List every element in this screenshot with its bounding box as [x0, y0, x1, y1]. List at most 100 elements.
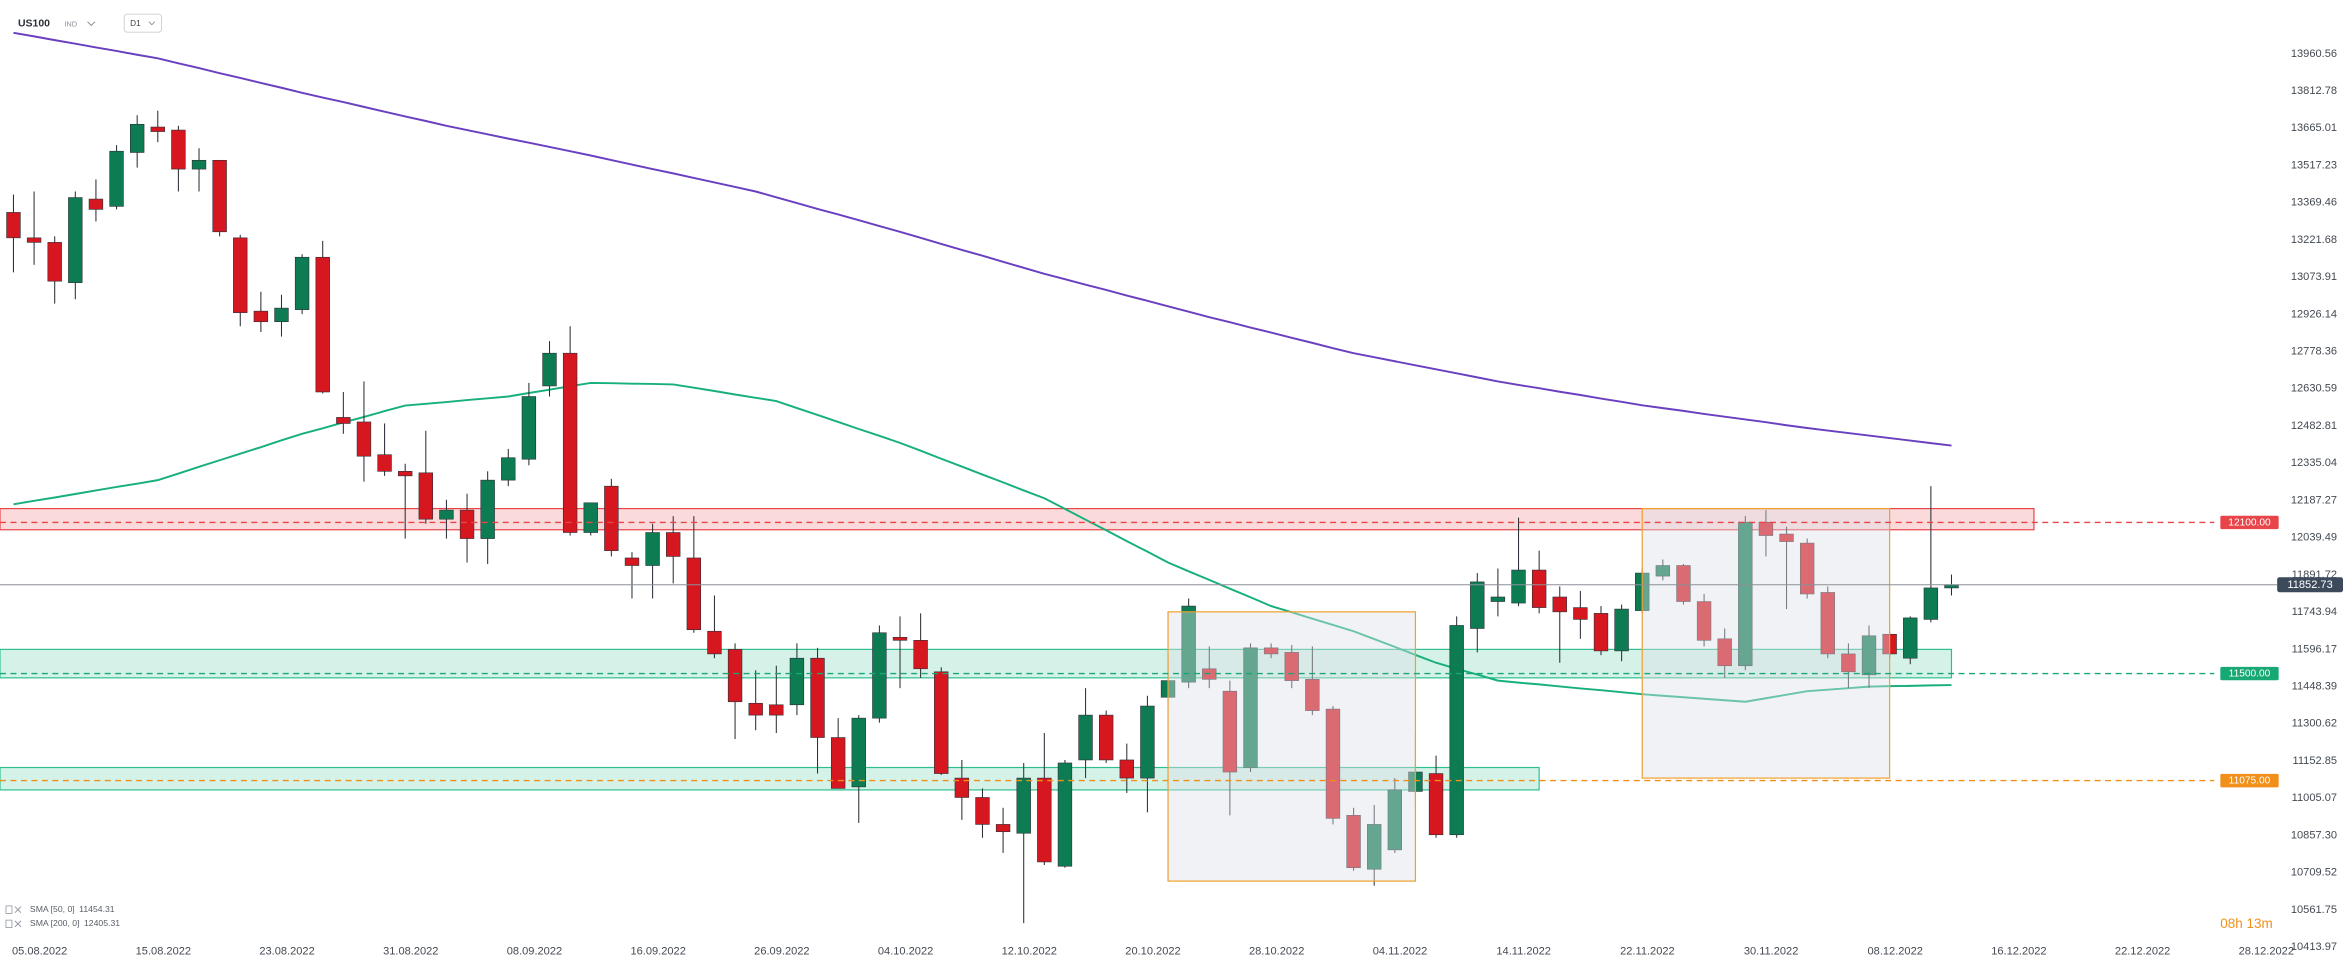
- candle-body: [356, 421, 372, 457]
- legend-toggle[interactable]: [14, 906, 22, 913]
- x-tick-label: 28.12.2022: [2239, 945, 2294, 957]
- y-tick-label: 11596.17: [2292, 643, 2337, 655]
- legend-name: SMA [50, 0]: [30, 904, 75, 914]
- candle-body: [707, 630, 722, 655]
- y-tick-label: 13517.23: [2291, 159, 2337, 171]
- level-label: 12100.00: [2228, 518, 2271, 529]
- candle-body: [109, 150, 124, 207]
- candle-body: [975, 797, 990, 825]
- sma-line: [13, 31, 1952, 447]
- legend-toggle[interactable]: [14, 920, 22, 928]
- zone: [0, 507, 2035, 531]
- x-tick-label: 04.11.2022: [1373, 945, 1428, 957]
- x-tick-label: 14.11.2022: [1496, 945, 1551, 957]
- x-tick-label: 22.11.2022: [1620, 945, 1675, 957]
- y-tick-label: 10413.97: [2291, 941, 2337, 953]
- y-tick-label: 11005.07: [2292, 792, 2337, 804]
- candle-body: [624, 557, 640, 566]
- y-tick-label: 10857.30: [2291, 829, 2337, 841]
- candle-body: [830, 737, 846, 789]
- candle-body: [1140, 705, 1155, 779]
- candle-body: [294, 256, 310, 310]
- candle-body: [1346, 815, 1361, 869]
- y-tick-label: 13812.78: [2291, 85, 2337, 97]
- y-tick-label: 13665.01: [2291, 122, 2337, 134]
- candle-body: [336, 417, 351, 424]
- current-price-label: 11852.73: [2287, 579, 2332, 591]
- candle-body: [1037, 777, 1052, 863]
- candle-body: [1119, 759, 1134, 779]
- candle-body: [1367, 824, 1382, 870]
- level-label: 11500.00: [2229, 669, 2271, 680]
- level-label: 11075.00: [2229, 776, 2271, 787]
- y-tick-label: 12926.14: [2291, 308, 2337, 320]
- candle-body: [1861, 635, 1877, 676]
- market: IND: [64, 20, 77, 29]
- candle-body: [727, 649, 743, 703]
- legend-value: 12405.31: [84, 918, 120, 928]
- candle-body: [913, 640, 928, 670]
- candle-body: [1676, 565, 1691, 602]
- sma-line: [13, 381, 1952, 703]
- current-price-bg: [2277, 577, 2344, 593]
- candle-body: [6, 212, 21, 239]
- range-box: [1641, 507, 1891, 779]
- candle-body: [459, 509, 475, 539]
- candle-body: [501, 457, 516, 481]
- candle-body: [171, 129, 186, 170]
- y-tick-label: 10561.75: [2291, 904, 2337, 916]
- x-tick-label: 30.11.2022: [1744, 945, 1799, 957]
- x-tick-label: 31.08.2022: [383, 945, 438, 957]
- candle-body: [1428, 773, 1444, 836]
- candle-body: [1903, 617, 1918, 659]
- candle-body: [1511, 569, 1526, 604]
- candle-body: [583, 502, 598, 533]
- candle-body: [1614, 608, 1629, 652]
- candle-body: [212, 159, 227, 233]
- timeframe-button[interactable]: [123, 13, 163, 33]
- candle-body: [253, 310, 269, 323]
- x-tick-label: 16.12.2022: [1991, 945, 2046, 957]
- candle-body: [1016, 777, 1031, 834]
- y-tick-label: 12335.04: [2291, 457, 2337, 469]
- timeframe[interactable]: D1: [130, 19, 141, 28]
- candle-body: [1573, 607, 1588, 620]
- candle-body: [480, 479, 495, 539]
- y-tick-label: 13073.91: [2291, 271, 2337, 283]
- timeframe-caret[interactable]: [148, 21, 156, 26]
- candle-body: [748, 702, 763, 716]
- candle-body: [1057, 762, 1073, 867]
- x-tick-label: 23.08.2022: [259, 945, 314, 957]
- y-tick-label: 13221.68: [2291, 234, 2337, 246]
- legend-icon: [5, 919, 13, 928]
- y-tick-label: 13369.46: [2291, 197, 2337, 209]
- candle-body: [1490, 596, 1506, 602]
- y-tick-label: 11891.72: [2292, 569, 2337, 581]
- legend-value: 11454.31: [79, 904, 115, 914]
- symbol-caret[interactable]: [87, 21, 96, 27]
- candle-body: [604, 485, 619, 551]
- candle-body: [47, 242, 62, 282]
- candle-body: [934, 671, 949, 774]
- candle-body: [542, 352, 557, 387]
- symbol[interactable]: US100: [18, 19, 50, 30]
- x-tick-label: 12.10.2022: [1002, 945, 1057, 957]
- candle-body: [191, 159, 207, 170]
- y-tick-label: 11300.62: [2292, 718, 2337, 730]
- candle-body: [88, 198, 104, 210]
- candle-body: [995, 824, 1011, 833]
- candle-body: [315, 256, 330, 393]
- candle-body: [377, 454, 392, 472]
- candle-body: [954, 777, 970, 798]
- level-label-bg: [2220, 773, 2279, 788]
- y-tick-label: 12187.27: [2291, 494, 2337, 506]
- candle-body: [274, 307, 289, 323]
- candle-body: [1325, 708, 1341, 819]
- candle-body: [1243, 647, 1258, 768]
- candle-body: [129, 123, 145, 153]
- candle-body: [1758, 521, 1774, 536]
- candle-body: [1449, 625, 1464, 836]
- candle-body: [1779, 533, 1794, 542]
- x-tick-label: 28.10.2022: [1249, 945, 1304, 957]
- candle-body: [1531, 569, 1547, 608]
